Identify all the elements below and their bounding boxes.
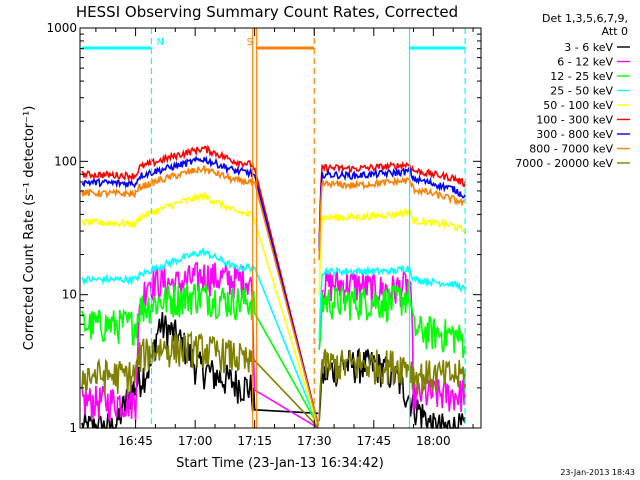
series-line xyxy=(81,281,466,427)
x-tick-label: 17:15 xyxy=(237,434,272,448)
y-tick-label: 1000 xyxy=(46,21,77,35)
series-line xyxy=(81,191,466,429)
legend-entry-label: 3 - 6 keV xyxy=(564,41,613,54)
series-line xyxy=(81,165,466,426)
legend-entry-label: 6 - 12 keV xyxy=(557,56,613,69)
x-tick-label: 17:00 xyxy=(178,434,213,448)
y-tick-label: 1 xyxy=(69,421,77,435)
legend-entry-label: 100 - 300 keV xyxy=(536,114,613,127)
legend-entry-label: 800 - 7000 keV xyxy=(529,143,613,156)
chart-title: HESSI Observing Summary Count Rates, Cor… xyxy=(76,3,458,21)
legend-entry-label: 7000 - 20000 keV xyxy=(515,157,613,170)
series-line xyxy=(81,247,466,427)
x-tick-label: 17:45 xyxy=(357,434,392,448)
y-axis: 1 10 100 1000 xyxy=(46,21,481,435)
legend-entry-label: 12 - 25 keV xyxy=(550,70,613,83)
x-axis-label: Start Time (23-Jan-13 16:34:42) xyxy=(176,456,384,471)
x-tick-label: 16:45 xyxy=(118,434,153,448)
legend-entry-label: 300 - 800 keV xyxy=(536,128,613,141)
x-tick-label: 17:30 xyxy=(297,434,332,448)
timestamp: 23-Jan-2013 18:43 xyxy=(560,468,635,477)
legend-entry-label: 50 - 100 keV xyxy=(543,99,613,112)
series-line xyxy=(81,155,466,426)
y-tick-label: 100 xyxy=(54,154,77,168)
series-line xyxy=(81,144,466,426)
x-axis: 16:45 17:00 17:15 17:30 17:45 18:00 xyxy=(95,28,474,448)
legend-header-line-2: Att 0 xyxy=(602,25,628,38)
legend-header-line-1: Det 1,3,5,6,7,9, xyxy=(542,12,628,25)
legend: Det 1,3,5,6,7,9, Att 0 3 - 6 keV 6 - 12 k… xyxy=(515,12,630,170)
y-tick-label: 10 xyxy=(62,288,77,302)
flag-label: S xyxy=(247,37,253,48)
flag-label: N xyxy=(156,37,163,48)
y-axis-label: Corrected Count Rate (s⁻¹ detector⁻¹) xyxy=(22,106,37,351)
legend-entry-label: 25 - 50 keV xyxy=(550,85,613,98)
series-line xyxy=(81,330,466,428)
series-layer xyxy=(81,144,466,430)
x-tick-label: 18:00 xyxy=(416,434,451,448)
plot-frame xyxy=(79,27,482,429)
